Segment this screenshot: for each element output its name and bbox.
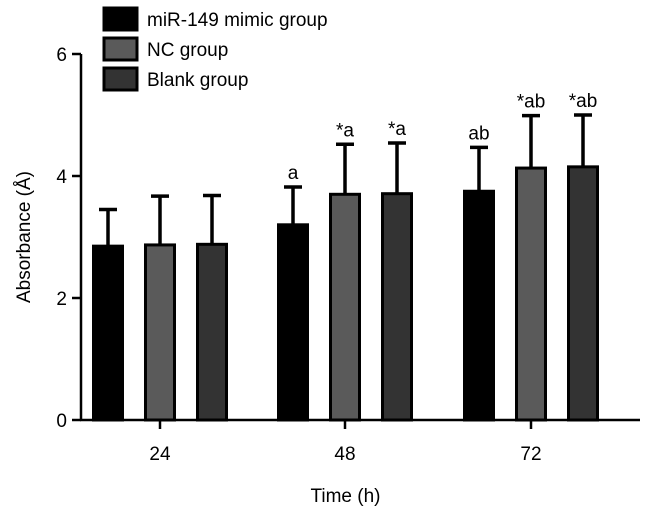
legend-label-2: Blank group [147,70,248,91]
annotation-72-series-0: ab [468,123,489,144]
legend-swatch-2 [102,66,139,92]
annotation-48-series-2: *a [388,119,406,140]
bar-48-series-1 [329,192,361,422]
y-tick-label-4: 4 [56,167,67,188]
legend-label-1: NC group [147,40,228,61]
legend-swatch-1 [102,36,139,62]
bar-72-series-2 [567,165,599,422]
bar-48-series-2 [381,192,413,422]
annotation-48-series-1: *a [336,120,354,141]
x-ticks: 24 48 72 [149,420,542,465]
y-tick-label-0: 0 [56,411,67,432]
bar-24-series-2 [196,242,228,422]
y-axis-title: Absorbance (Å) [14,171,35,303]
bar-48-series-0 [277,223,309,422]
annotation-72-series-2: *ab [569,91,598,112]
bar-72-series-1 [515,166,547,422]
bar-72-series-0 [463,189,495,422]
x-tick-label-24: 24 [149,444,171,465]
axes [79,54,640,422]
legend-label-0: miR-149 mimic group [147,10,328,31]
y-tick-label-6: 6 [56,45,67,66]
x-tick-label-72: 72 [520,444,541,465]
legend: miR-149 mimic group NC group Blank group [102,6,328,92]
bar-24-series-1 [144,243,176,422]
x-tick-label-48: 48 [334,444,355,465]
plot-area: a *a *a ab *ab *ab [92,91,599,422]
legend-swatch-0 [102,6,139,32]
y-tick-label-2: 2 [56,289,67,310]
y-ticks: 0 2 4 6 [56,45,81,432]
annotation-72-series-1: *ab [517,92,546,113]
x-axis-title: Time (h) [310,486,380,507]
annotation-48-series-0: a [288,163,299,184]
bar-24-series-0 [92,244,124,422]
